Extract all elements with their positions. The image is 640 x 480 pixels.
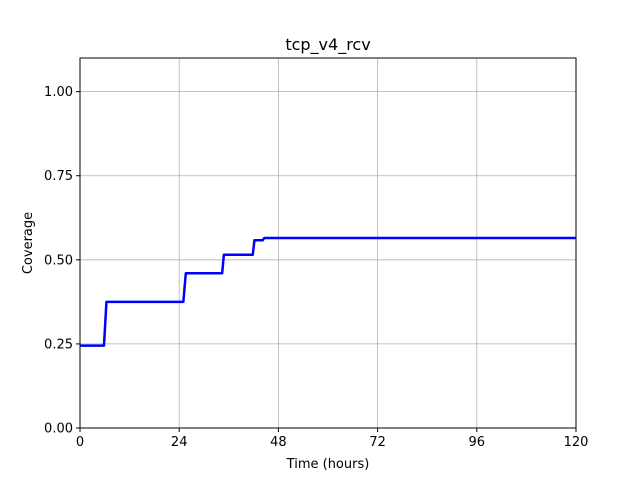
- x-tick-label: 48: [270, 435, 287, 450]
- x-tick-label: 96: [469, 435, 486, 450]
- y-axis-label: Coverage: [21, 212, 36, 274]
- x-tick-label: 0: [76, 435, 84, 450]
- x-tick-label: 24: [171, 435, 188, 450]
- coverage-line: [80, 236, 576, 347]
- ticks: 0 24 48 72 96 120 0.00 0.25 0.50 0.75 1.00: [44, 85, 588, 450]
- plot-frame: [79, 57, 577, 429]
- y-tick-label: 0.75: [44, 169, 73, 184]
- x-axis-label: Time (hours): [286, 457, 370, 472]
- y-tick-label: 0.25: [44, 337, 73, 352]
- y-tick-label: 0.00: [44, 422, 73, 437]
- series-layer: [80, 236, 576, 347]
- y-tick-label: 1.00: [44, 85, 73, 100]
- y-tick-label: 0.50: [44, 253, 73, 268]
- chart-title: tcp_v4_rcv: [285, 35, 370, 55]
- x-tick-label: 120: [564, 435, 589, 450]
- x-tick-label: 72: [369, 435, 386, 450]
